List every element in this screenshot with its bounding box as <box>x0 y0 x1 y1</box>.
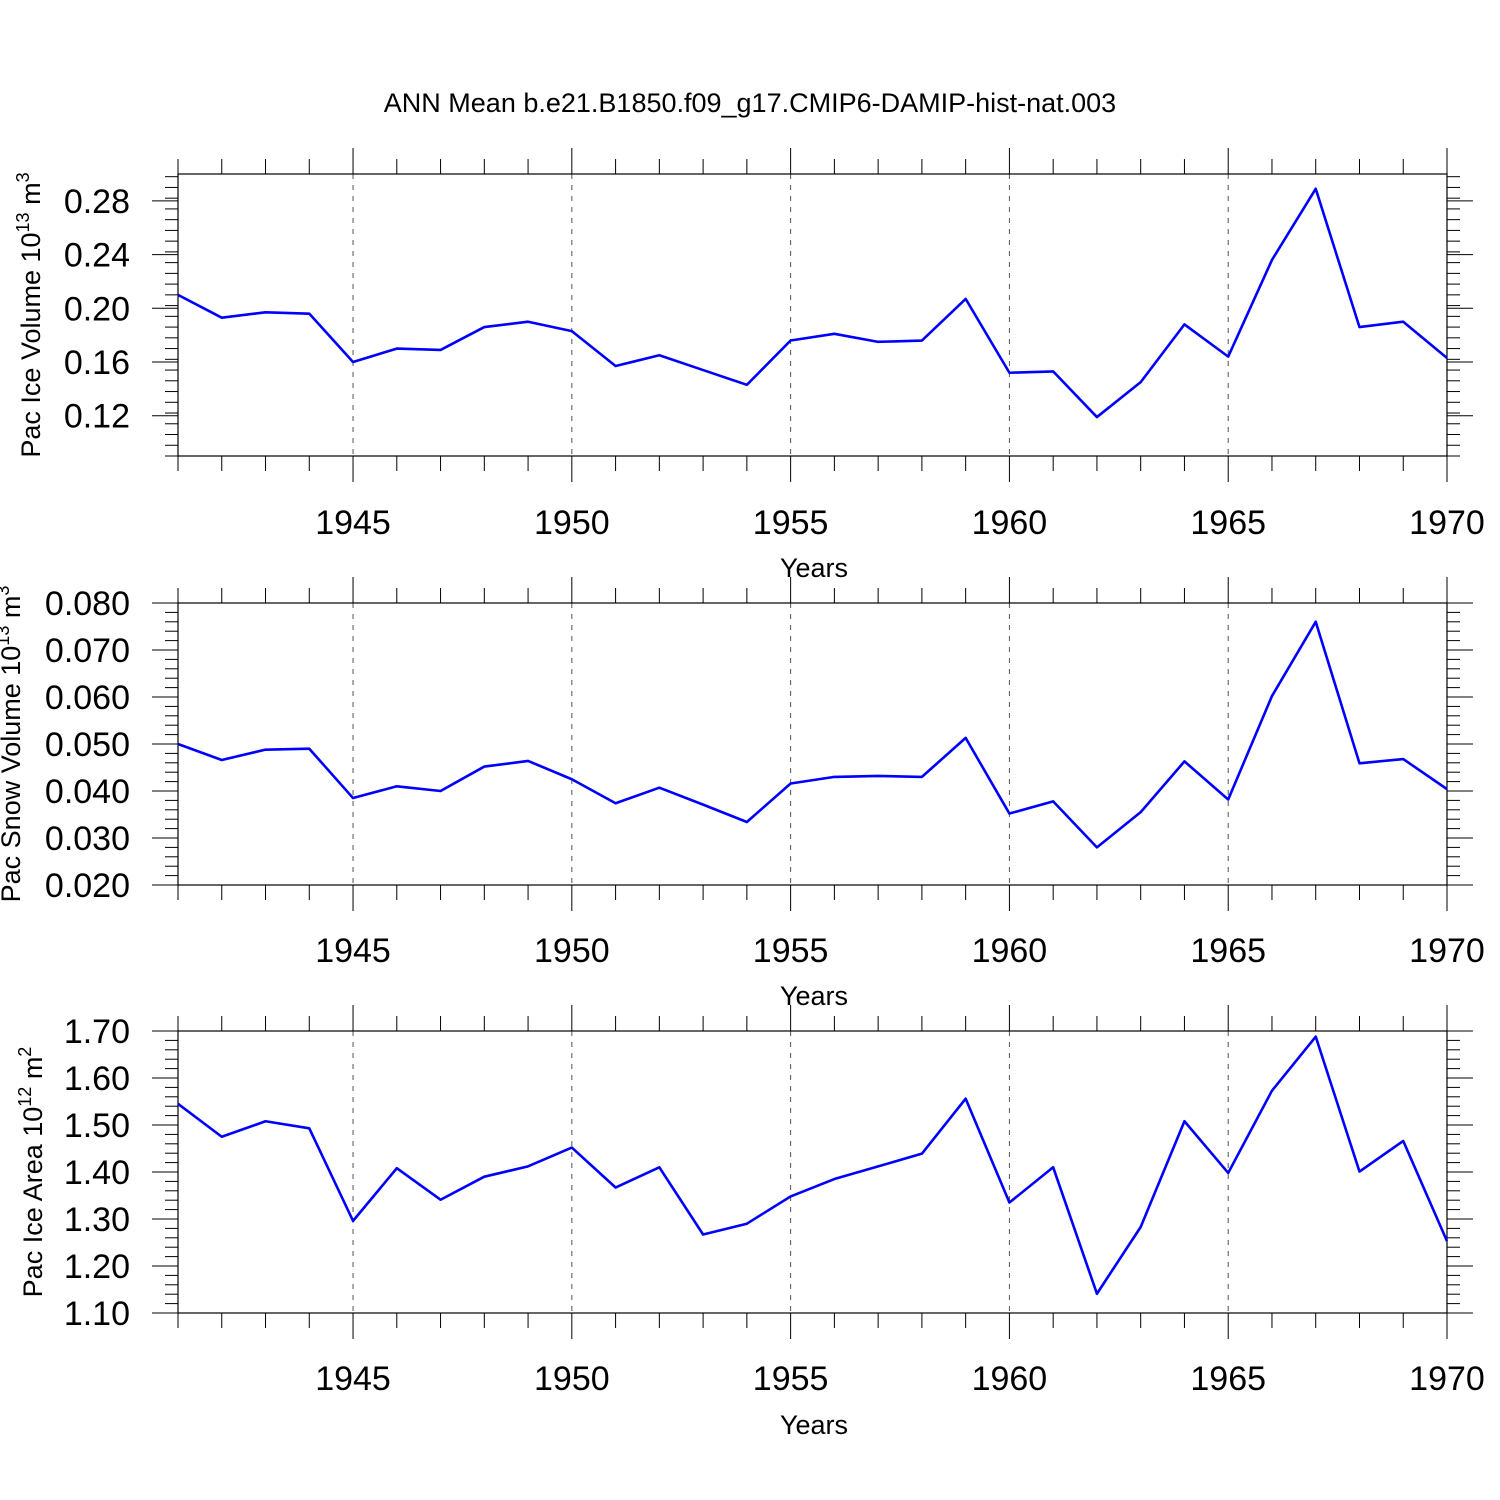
plot-frame <box>177 1030 1448 1314</box>
x-tick-label: 1950 <box>534 1360 610 1398</box>
x-tick-label: 1955 <box>753 504 829 542</box>
y-tick-label: 0.040 <box>45 773 130 811</box>
x-tick-label: 1945 <box>315 932 391 970</box>
data-series-line <box>177 620 1448 849</box>
x-tick-label: 1950 <box>534 932 610 970</box>
data-series-line <box>177 1035 1449 1296</box>
x-tick-label: 1970 <box>1409 932 1485 970</box>
x-tick-label: 1960 <box>972 1360 1048 1398</box>
x-axis-label: Years <box>780 1410 848 1440</box>
y-tick-label: 0.24 <box>64 237 130 275</box>
x-tick-label: 1945 <box>315 1360 391 1398</box>
x-tick-label: 1960 <box>972 932 1048 970</box>
x-tick-label: 1955 <box>753 1360 829 1398</box>
x-tick-label: 1965 <box>1190 932 1266 970</box>
data-series-line <box>177 187 1448 419</box>
y-tick-label: 1.50 <box>64 1107 130 1145</box>
x-tick-label: 1965 <box>1190 1360 1266 1398</box>
y-tick-label: 1.60 <box>64 1060 130 1098</box>
y-tick-label: 0.20 <box>64 290 130 328</box>
y-tick-label: 0.16 <box>64 344 130 382</box>
x-tick-label: 1965 <box>1190 504 1266 542</box>
x-tick-label: 1950 <box>534 504 610 542</box>
y-tick-label: 0.12 <box>64 398 130 436</box>
panels: 0.12 0.16 0.20 0.24 0.28 1945 1950 1955 1960 1965… <box>0 148 1485 1440</box>
y-tick-label: 0.28 <box>64 183 130 221</box>
y-tick-label: 0.060 <box>45 679 130 717</box>
y-tick-label: 0.050 <box>45 726 130 764</box>
y-tick-label: 0.080 <box>45 585 130 623</box>
y-tick-label: 0.030 <box>45 820 130 858</box>
y-axis-label: Pac Ice Area 1012 m2 <box>15 1047 48 1298</box>
chart-panel-3: 1.10 1.20 1.30 1.40 1.50 1.60 1.70 1945 1950 1955… <box>15 1005 1485 1440</box>
x-axis-label: Years <box>780 981 848 1011</box>
chart-panel-2: 0.020 0.030 0.040 0.050 0.060 0.070 0.080 1945 1… <box>0 577 1485 1011</box>
y-tick-label: 1.20 <box>64 1248 130 1286</box>
y-tick-label: 1.30 <box>64 1201 130 1239</box>
x-tick-label: 1955 <box>753 932 829 970</box>
x-axis-label: Years <box>780 553 848 583</box>
chart-panel-1: 0.12 0.16 0.20 0.24 0.28 1945 1950 1955 1960 1965… <box>13 148 1485 583</box>
plot-frame <box>177 173 1448 457</box>
figure-title: ANN Mean b.e21.B1850.f09_g17.CMIP6-DAMIP… <box>384 88 1116 118</box>
plot-frame <box>177 602 1448 886</box>
y-tick-label: 0.020 <box>45 867 130 905</box>
y-tick-label: 0.070 <box>45 632 130 670</box>
x-tick-label: 1945 <box>315 504 391 542</box>
y-tick-label: 1.70 <box>64 1013 130 1051</box>
y-tick-label: 1.10 <box>64 1295 130 1333</box>
y-axis-label: Pac Snow Volume 1013 m3 <box>0 586 26 903</box>
x-tick-label: 1970 <box>1409 1360 1485 1398</box>
x-tick-label: 1960 <box>972 504 1048 542</box>
x-tick-label: 1970 <box>1409 504 1485 542</box>
y-axis-label: Pac Ice Volume 1013 m3 <box>13 172 46 457</box>
y-tick-label: 1.40 <box>64 1154 130 1192</box>
